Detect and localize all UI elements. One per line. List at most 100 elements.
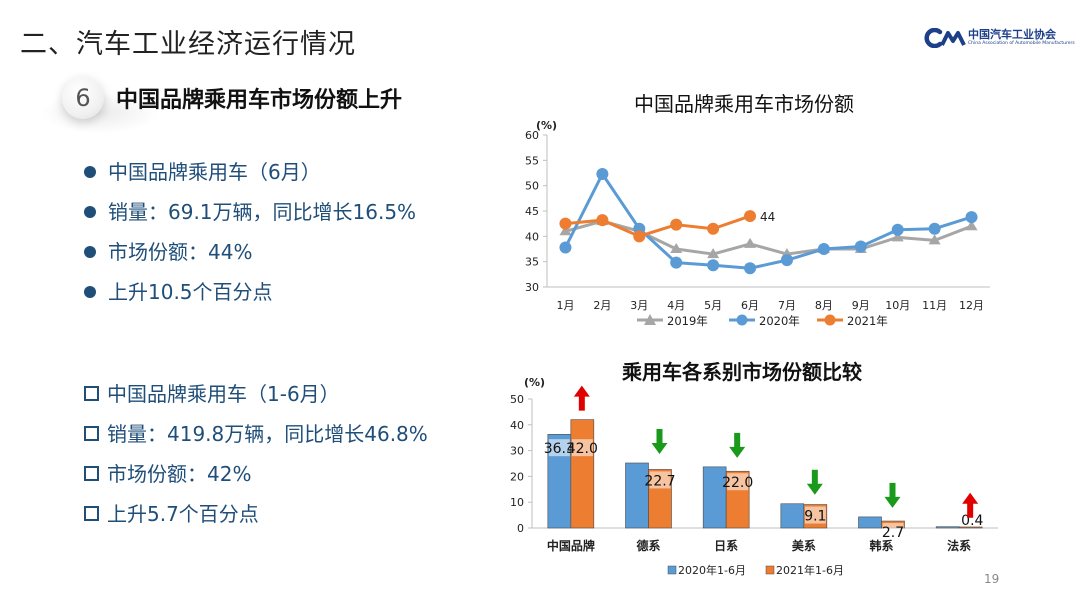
series-line xyxy=(565,214,751,238)
data-point xyxy=(670,256,683,269)
data-point xyxy=(596,168,609,181)
data-label-bg xyxy=(571,439,593,457)
bullet-item: 中国品牌乘用车（1-6月） xyxy=(84,374,428,414)
x-tick-label: 9月 xyxy=(852,299,870,312)
arrow-up-icon xyxy=(573,385,590,411)
data-label-bg xyxy=(548,439,570,457)
y-tick-label: 35 xyxy=(525,256,539,269)
y-tick-label: 40 xyxy=(525,230,539,243)
arrow-down-icon xyxy=(729,432,746,458)
y-tick-label: 50 xyxy=(510,393,524,406)
data-point xyxy=(854,240,867,253)
bullet-item: 市场份额：42% xyxy=(84,454,428,494)
y-axis-unit: (%) xyxy=(524,376,545,389)
legend-label: 2021年 xyxy=(847,314,888,328)
data-label-bg xyxy=(882,523,904,541)
y-tick-label: 10 xyxy=(510,496,524,509)
legend-swatch-marker xyxy=(644,314,656,325)
section-title: 二、汽车工业经济运行情况 xyxy=(20,29,356,60)
legend-label: 2019年 xyxy=(667,314,708,328)
data-label: 22.0 xyxy=(722,475,753,491)
legend-label: 2020年1-6月 xyxy=(678,563,746,577)
x-tick-label: 3月 xyxy=(630,299,648,312)
x-tick-label: 8月 xyxy=(815,299,833,312)
data-label-bg xyxy=(649,471,671,489)
x-tick-label: 4月 xyxy=(667,299,685,312)
legend-swatch xyxy=(765,565,775,575)
data-point xyxy=(928,222,941,235)
x-tick-label: 5月 xyxy=(704,299,722,312)
bullet-square-icon xyxy=(84,506,99,521)
data-point xyxy=(817,243,830,255)
x-tick-label: 2月 xyxy=(593,299,611,312)
data-point xyxy=(707,222,720,235)
x-tick-label: 美系 xyxy=(792,538,816,553)
data-point xyxy=(780,254,793,267)
series-line xyxy=(564,172,972,270)
data-label: 0.4 xyxy=(961,513,983,529)
x-tick-label: 德系 xyxy=(636,538,660,553)
x-tick-label: 日系 xyxy=(714,538,738,553)
data-label-bg xyxy=(804,506,826,524)
data-label: 2.7 xyxy=(882,525,904,541)
data-point xyxy=(965,220,978,231)
bullet-dot-icon xyxy=(84,206,96,218)
bullet-dot-icon xyxy=(84,166,96,178)
legend-swatch-marker xyxy=(824,314,836,326)
bar xyxy=(858,516,882,529)
arrow-down-icon xyxy=(806,469,823,495)
logo-text-cn: 中国汽车工业协会 xyxy=(968,28,1056,41)
data-point xyxy=(707,259,720,272)
bullet-item: 市场份额：44% xyxy=(84,232,416,272)
bullet-text: 上升5.7个百分点 xyxy=(107,502,259,526)
bullet-text: 销量：419.8万辆，同比增长46.8% xyxy=(107,422,428,446)
bullet-square-icon xyxy=(84,386,99,401)
bar xyxy=(958,526,983,529)
arrow-down-icon xyxy=(651,428,668,454)
bullet-item: 销量：69.1万辆，同比增长16.5% xyxy=(84,192,416,232)
data-point xyxy=(670,243,683,253)
y-tick-label: 55 xyxy=(525,154,539,167)
y-tick-label: 40 xyxy=(510,419,524,432)
bar xyxy=(780,503,805,529)
x-tick-label: 法系 xyxy=(947,538,971,553)
data-point xyxy=(744,210,757,223)
data-point xyxy=(559,241,572,254)
data-label: 42.0 xyxy=(567,441,598,457)
x-tick-label: 1月 xyxy=(556,299,574,312)
bar-chart: 0 10 20 30 40 50(%) 中国品牌 36.342.0 德系 22.7 日系 22.0 美系… xyxy=(510,376,998,577)
data-point xyxy=(559,225,572,236)
caam-logo-icon xyxy=(924,28,966,48)
data-label: 36.3 xyxy=(544,441,575,457)
data-point xyxy=(965,211,978,224)
data-point xyxy=(707,248,720,259)
bar xyxy=(570,419,595,529)
x-tick-label: 6月 xyxy=(741,299,759,312)
data-point xyxy=(891,231,904,242)
data-point xyxy=(891,223,904,236)
y-tick-label: 20 xyxy=(510,470,524,483)
x-tick-label: 7月 xyxy=(778,299,796,312)
legend-swatch-marker xyxy=(736,314,748,326)
data-point xyxy=(744,262,757,275)
y-axis-unit: (%) xyxy=(536,119,557,132)
page-number: 19 xyxy=(984,572,1000,586)
arrow-up-icon xyxy=(962,492,979,518)
bullet-dot-icon xyxy=(84,246,96,258)
data-label: 22.7 xyxy=(644,473,675,489)
x-tick-label: 韩系 xyxy=(869,538,893,553)
data-point xyxy=(744,237,757,248)
section-number-badge: 6 xyxy=(62,77,104,119)
logo: 中国汽车工业协会 China Association of Automobile… xyxy=(924,26,1075,52)
bullet-text: 市场份额：44% xyxy=(108,240,253,264)
data-point xyxy=(633,230,646,243)
y-tick-label: 30 xyxy=(510,445,524,458)
legend-swatch xyxy=(667,565,677,575)
y-tick-label: 50 xyxy=(525,180,539,193)
data-label: 44 xyxy=(760,210,775,224)
h1-bullet-list: 中国品牌乘用车（1-6月） 销量：419.8万辆，同比增长46.8% 市场份额：… xyxy=(84,374,428,534)
y-tick-label: 0 xyxy=(517,522,524,535)
legend-label: 2021年1-6月 xyxy=(776,563,844,577)
data-point xyxy=(670,218,683,231)
data-point xyxy=(596,214,609,227)
